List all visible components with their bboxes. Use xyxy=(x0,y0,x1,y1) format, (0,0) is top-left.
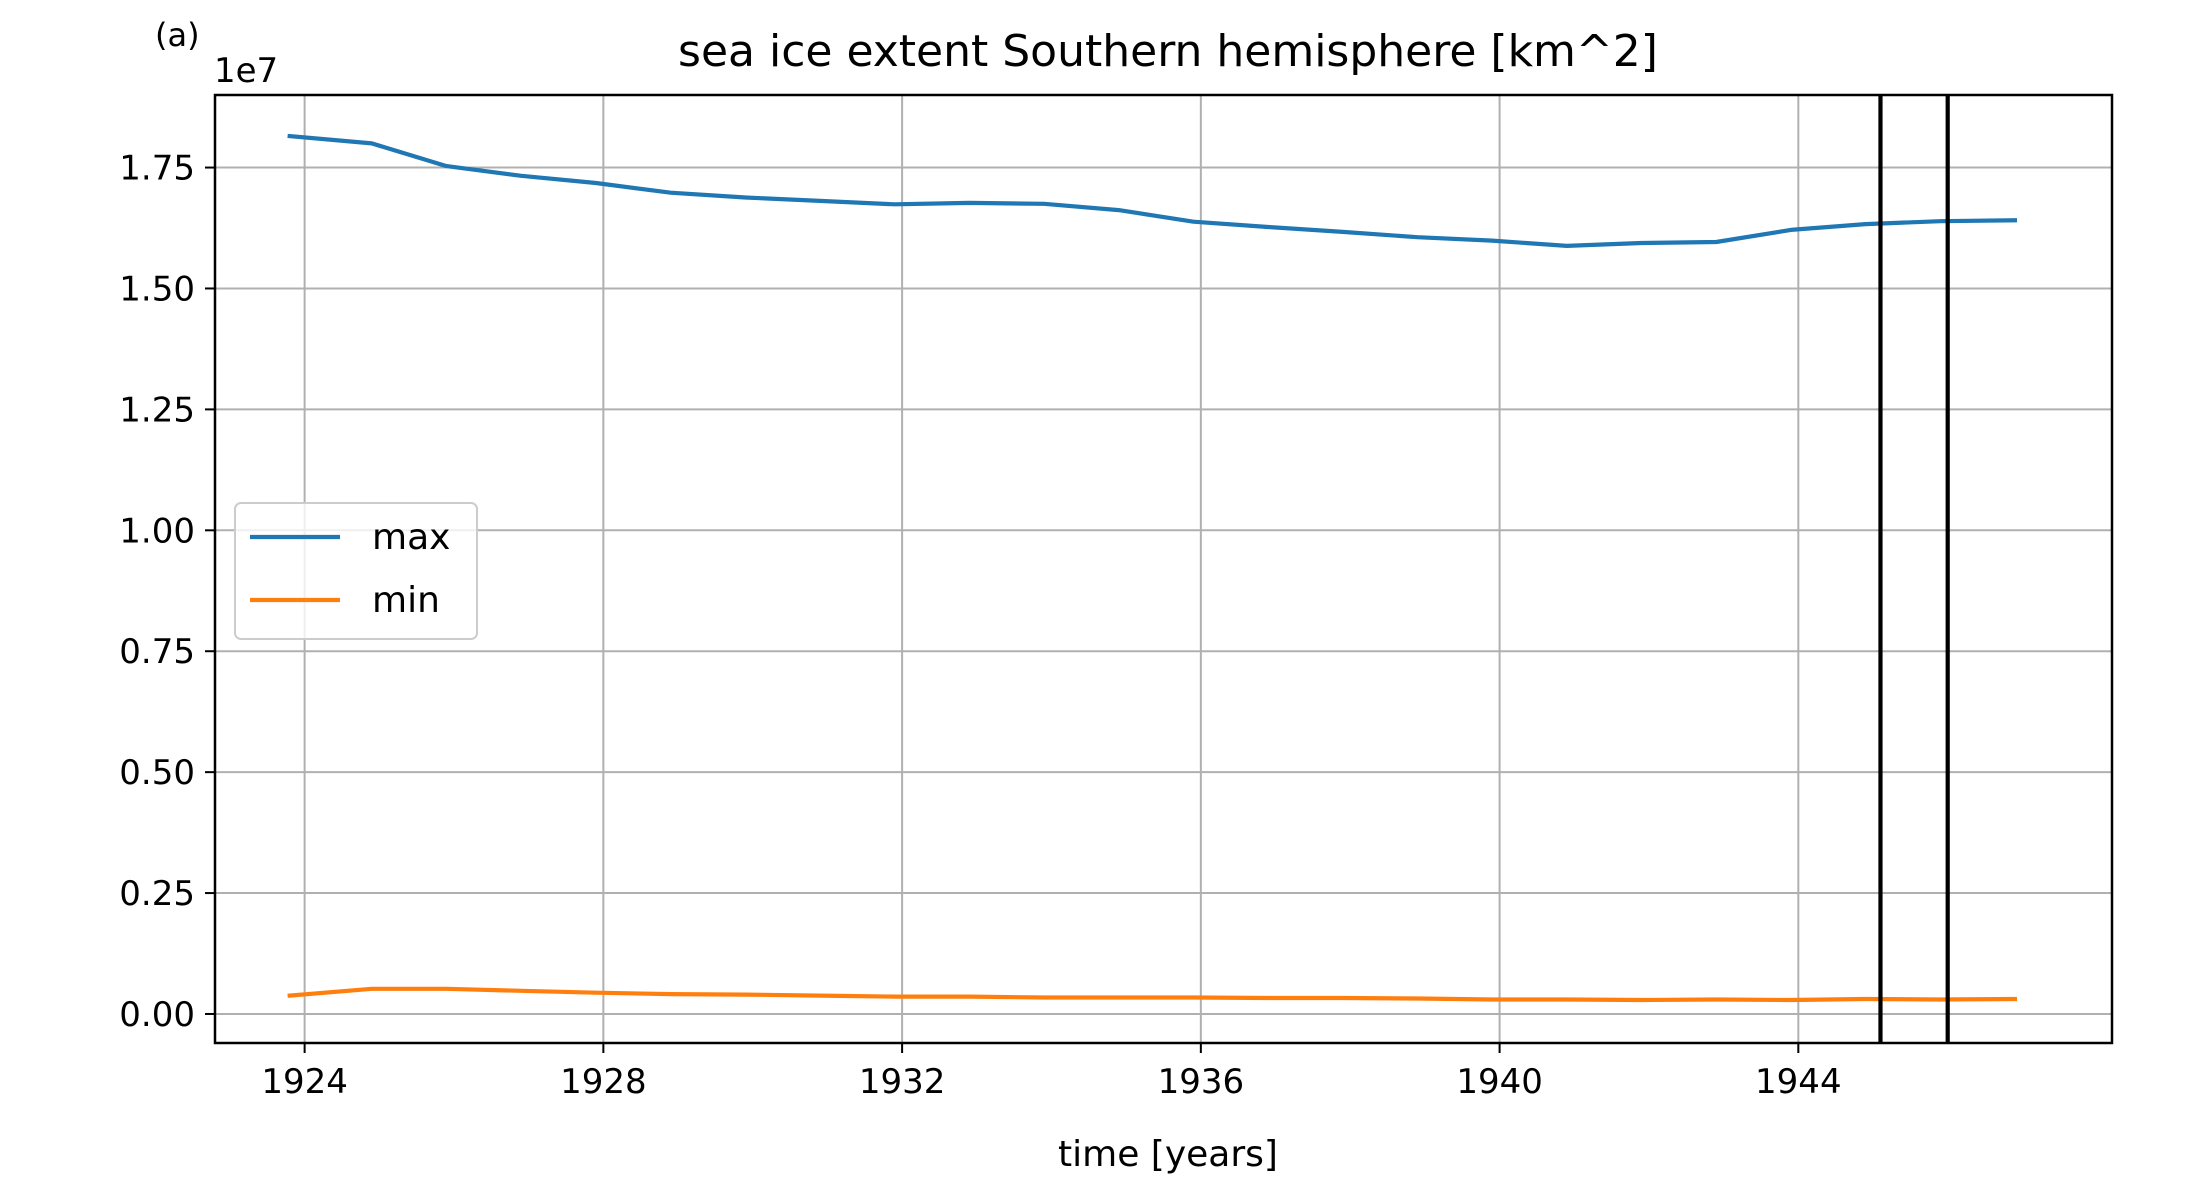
x-axis-ticks: 1924 1928 1932 1936 1940 1944 xyxy=(261,1043,1842,1102)
y-tick-label: 0.75 xyxy=(119,632,195,672)
legend-label-min: min xyxy=(372,580,440,621)
vertical-markers xyxy=(1878,95,1950,1043)
x-tick-label: 1932 xyxy=(859,1062,946,1102)
plot-frame xyxy=(213,93,2114,1045)
y-tick-label: 0.25 xyxy=(119,874,195,914)
legend-label-max: max xyxy=(372,517,450,558)
chart-title: sea ice extent Southern hemisphere [km^2… xyxy=(678,26,1658,77)
x-tick-label: 1928 xyxy=(560,1062,647,1102)
series-line-max xyxy=(287,133,2018,248)
series-layer xyxy=(287,133,2018,1003)
grid xyxy=(215,95,2112,1043)
series-line-min xyxy=(287,986,2018,1003)
y-offset-label: 1e7 xyxy=(214,51,278,91)
y-tick-label: 1.00 xyxy=(119,511,195,551)
y-tick-label: 0.00 xyxy=(119,995,195,1035)
y-tick-label: 1.75 xyxy=(119,149,195,189)
x-tick-label: 1924 xyxy=(261,1062,348,1102)
panel-label: (a) xyxy=(155,16,200,54)
y-tick-label: 0.50 xyxy=(119,753,195,793)
x-axis-label: time [years] xyxy=(1058,1134,1278,1175)
x-tick-label: 1936 xyxy=(1158,1062,1245,1102)
y-tick-label: 1.50 xyxy=(119,269,195,309)
y-tick-label: 1.25 xyxy=(119,390,195,430)
y-axis-ticks: 0.00 0.25 0.50 0.75 1.00 1.25 1.50 1.75 xyxy=(119,149,215,1035)
x-tick-label: 1940 xyxy=(1456,1062,1543,1102)
x-tick-label: 1944 xyxy=(1755,1062,1842,1102)
legend: max min xyxy=(234,502,478,640)
